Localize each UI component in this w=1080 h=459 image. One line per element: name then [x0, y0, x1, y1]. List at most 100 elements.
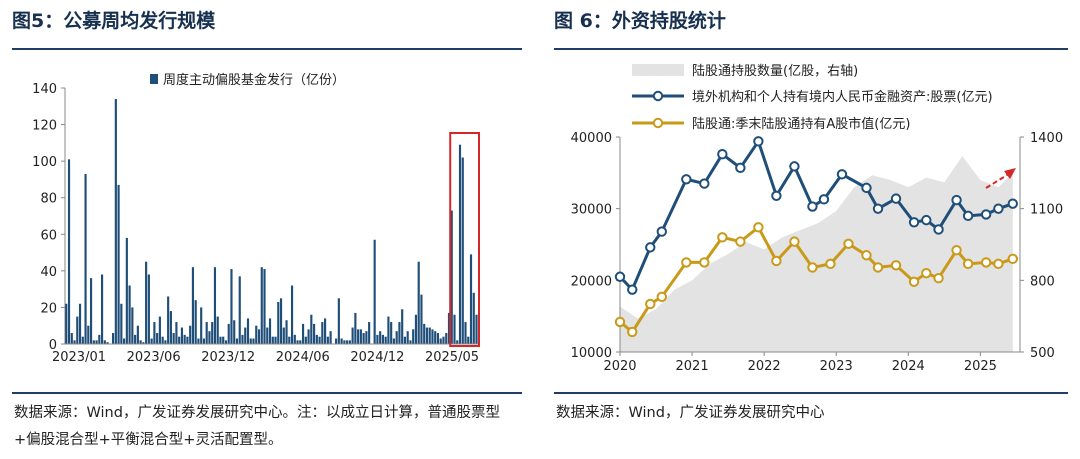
bar	[310, 314, 313, 344]
y-tick-label: 100	[32, 155, 57, 170]
bar	[158, 316, 161, 344]
northbound-market-value-point	[771, 255, 782, 267]
x-tick-label: 2023/01	[52, 350, 106, 365]
bar	[147, 274, 150, 344]
bar	[321, 322, 324, 344]
left-y-tick-label: 30000	[571, 203, 612, 218]
bar	[461, 157, 464, 344]
y-tick-label: 140	[32, 82, 57, 97]
bar	[238, 276, 241, 344]
trend-arrow-head	[1004, 168, 1016, 179]
bar	[136, 325, 139, 344]
bar	[123, 338, 126, 344]
bar	[87, 325, 90, 344]
divider	[554, 48, 1068, 50]
bar	[246, 318, 250, 344]
foreign-stock-holdings-point	[818, 194, 830, 205]
foreign-stock-holdings-point	[735, 162, 746, 174]
northbound-market-value-point	[861, 250, 872, 261]
foreign-stock-holdings-point	[717, 149, 728, 160]
bar	[423, 323, 426, 344]
legend-swatch-area	[632, 64, 684, 76]
foreign-stock-holdings-point	[890, 193, 902, 204]
bar	[67, 159, 71, 344]
foreign-stock-holdings-point	[872, 203, 884, 214]
bar	[290, 285, 294, 344]
bar	[318, 336, 321, 344]
bar	[263, 269, 266, 344]
bar	[348, 340, 351, 344]
northbound-market-value-point	[980, 257, 992, 268]
bar	[98, 334, 101, 344]
bar	[120, 303, 123, 344]
bar	[467, 336, 470, 344]
bar	[469, 254, 473, 344]
highlight-box	[449, 132, 481, 347]
bar	[112, 333, 115, 344]
foreign-stock-holdings-point	[962, 210, 974, 222]
bar	[249, 338, 252, 344]
bar	[255, 325, 258, 344]
legend-swatch-marker	[652, 117, 664, 129]
northbound-market-value-point	[614, 316, 626, 328]
foreign-stock-holdings-point	[614, 271, 626, 282]
bar	[65, 303, 68, 344]
foreign-stock-holdings-point	[951, 194, 962, 206]
northbound-market-value-point	[699, 257, 710, 268]
x-tick-label: 2024	[892, 359, 925, 374]
bar	[211, 322, 214, 344]
bar	[326, 336, 329, 344]
foreign-stock-holdings-point	[861, 182, 872, 194]
bar	[274, 336, 277, 344]
bar	[268, 318, 272, 344]
chart-title: 图5：公募周均发行规模	[12, 10, 216, 32]
northbound-market-value-point	[656, 291, 668, 303]
bar	[139, 340, 142, 344]
foreign-stock-holdings-point	[645, 242, 656, 253]
bar	[351, 327, 354, 344]
bar	[425, 327, 429, 344]
bar	[216, 316, 219, 344]
bar	[315, 334, 318, 344]
bar	[180, 327, 183, 344]
weekly-issuance-chart: 0 20 40 60 80 100 120 140 2023/01 2023/06 2023/12 2…	[32, 72, 481, 365]
bar	[89, 278, 93, 344]
y-tick-label: 60	[40, 228, 57, 243]
bar	[191, 267, 195, 344]
bar	[340, 338, 343, 344]
legend-swatch-marker	[652, 90, 664, 102]
bar	[354, 312, 357, 344]
northbound-market-value-point	[962, 258, 974, 270]
northbound-market-value-point	[789, 236, 800, 247]
northbound-market-value-point	[933, 272, 944, 284]
bar	[365, 331, 368, 344]
bar	[103, 340, 106, 344]
bar	[373, 239, 376, 344]
bar	[301, 323, 305, 344]
bar	[406, 331, 409, 344]
source-note: 数据来源：Wind，广发证券发展研究中心	[556, 405, 825, 421]
bar	[293, 334, 296, 344]
foreign-stock-holdings-point	[656, 226, 668, 237]
bar	[279, 298, 283, 344]
bar	[453, 314, 456, 344]
northbound-market-value-point	[951, 245, 962, 256]
bar	[224, 340, 228, 344]
bar	[241, 334, 244, 344]
bar	[271, 336, 274, 344]
x-tick-label: 2022	[748, 359, 781, 374]
bar	[346, 340, 349, 344]
divider	[12, 392, 522, 394]
bar	[414, 314, 418, 344]
bar	[299, 340, 302, 344]
x-tick-label: 2025/05	[425, 350, 479, 365]
bar	[390, 322, 393, 344]
bar	[329, 331, 332, 344]
bar	[307, 329, 310, 344]
bar	[431, 329, 434, 344]
chart-title: 图 6：外资持股统计	[554, 10, 726, 32]
right-y-tick-label: 800	[1030, 274, 1055, 289]
bar	[200, 307, 203, 344]
bar	[186, 336, 189, 344]
northbound-market-value-point	[908, 276, 920, 287]
